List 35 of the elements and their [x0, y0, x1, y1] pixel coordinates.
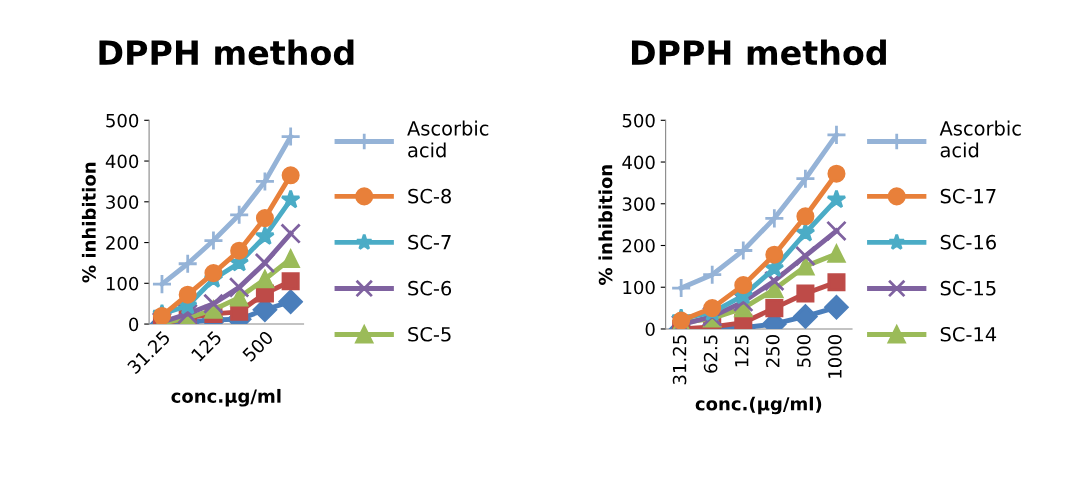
legend-label: Ascorbic acid: [407, 120, 489, 158]
y-axis-title: % inhibition: [81, 162, 96, 283]
legend-label: SC-14: [940, 326, 997, 342]
y-tick-label: 0: [645, 322, 655, 337]
y-tick-label: 300: [106, 195, 139, 209]
legend-label: SC-7: [408, 234, 451, 250]
x-tick-label: 500: [241, 329, 274, 363]
x-axis-title: conc.µg/ml: [171, 388, 281, 407]
y-tick-label: 100: [623, 280, 655, 295]
y-tick-label: 400: [105, 154, 139, 169]
y-tick-label: 200: [106, 236, 139, 250]
y-tick-label: 200: [622, 238, 655, 253]
legend-label: SC-17: [940, 188, 996, 204]
y-axis-title: % inhibition: [598, 165, 613, 285]
chart-title: DPPH method: [631, 39, 886, 66]
x-axis-title: conc.(µg/ml): [695, 396, 822, 415]
x-tick-label: 31.25: [672, 335, 687, 385]
legend-label: SC-15: [940, 280, 996, 296]
legend-label: Ascorbic acid: [939, 120, 1021, 158]
legend-label: SC-16: [940, 234, 996, 250]
legend-label: SC-8: [408, 188, 451, 204]
y-tick-label: 0: [129, 317, 139, 332]
x-tick-label: 1000: [828, 335, 842, 378]
y-tick-label: 300: [622, 197, 655, 211]
chart-title: DPPH method: [99, 39, 354, 66]
x-tick-label: 125: [734, 335, 749, 367]
x-tick-label: 250: [765, 335, 780, 367]
y-tick-label: 100: [106, 276, 139, 291]
y-tick-label: 500: [106, 113, 139, 128]
legend-label: SC-5: [408, 326, 451, 342]
y-tick-label: 400: [622, 155, 655, 170]
y-tick-label: 500: [622, 113, 655, 128]
x-tick-label: 62.5: [703, 335, 718, 373]
legend-label: SC-6: [408, 280, 452, 296]
x-tick-label: 500: [796, 335, 811, 367]
